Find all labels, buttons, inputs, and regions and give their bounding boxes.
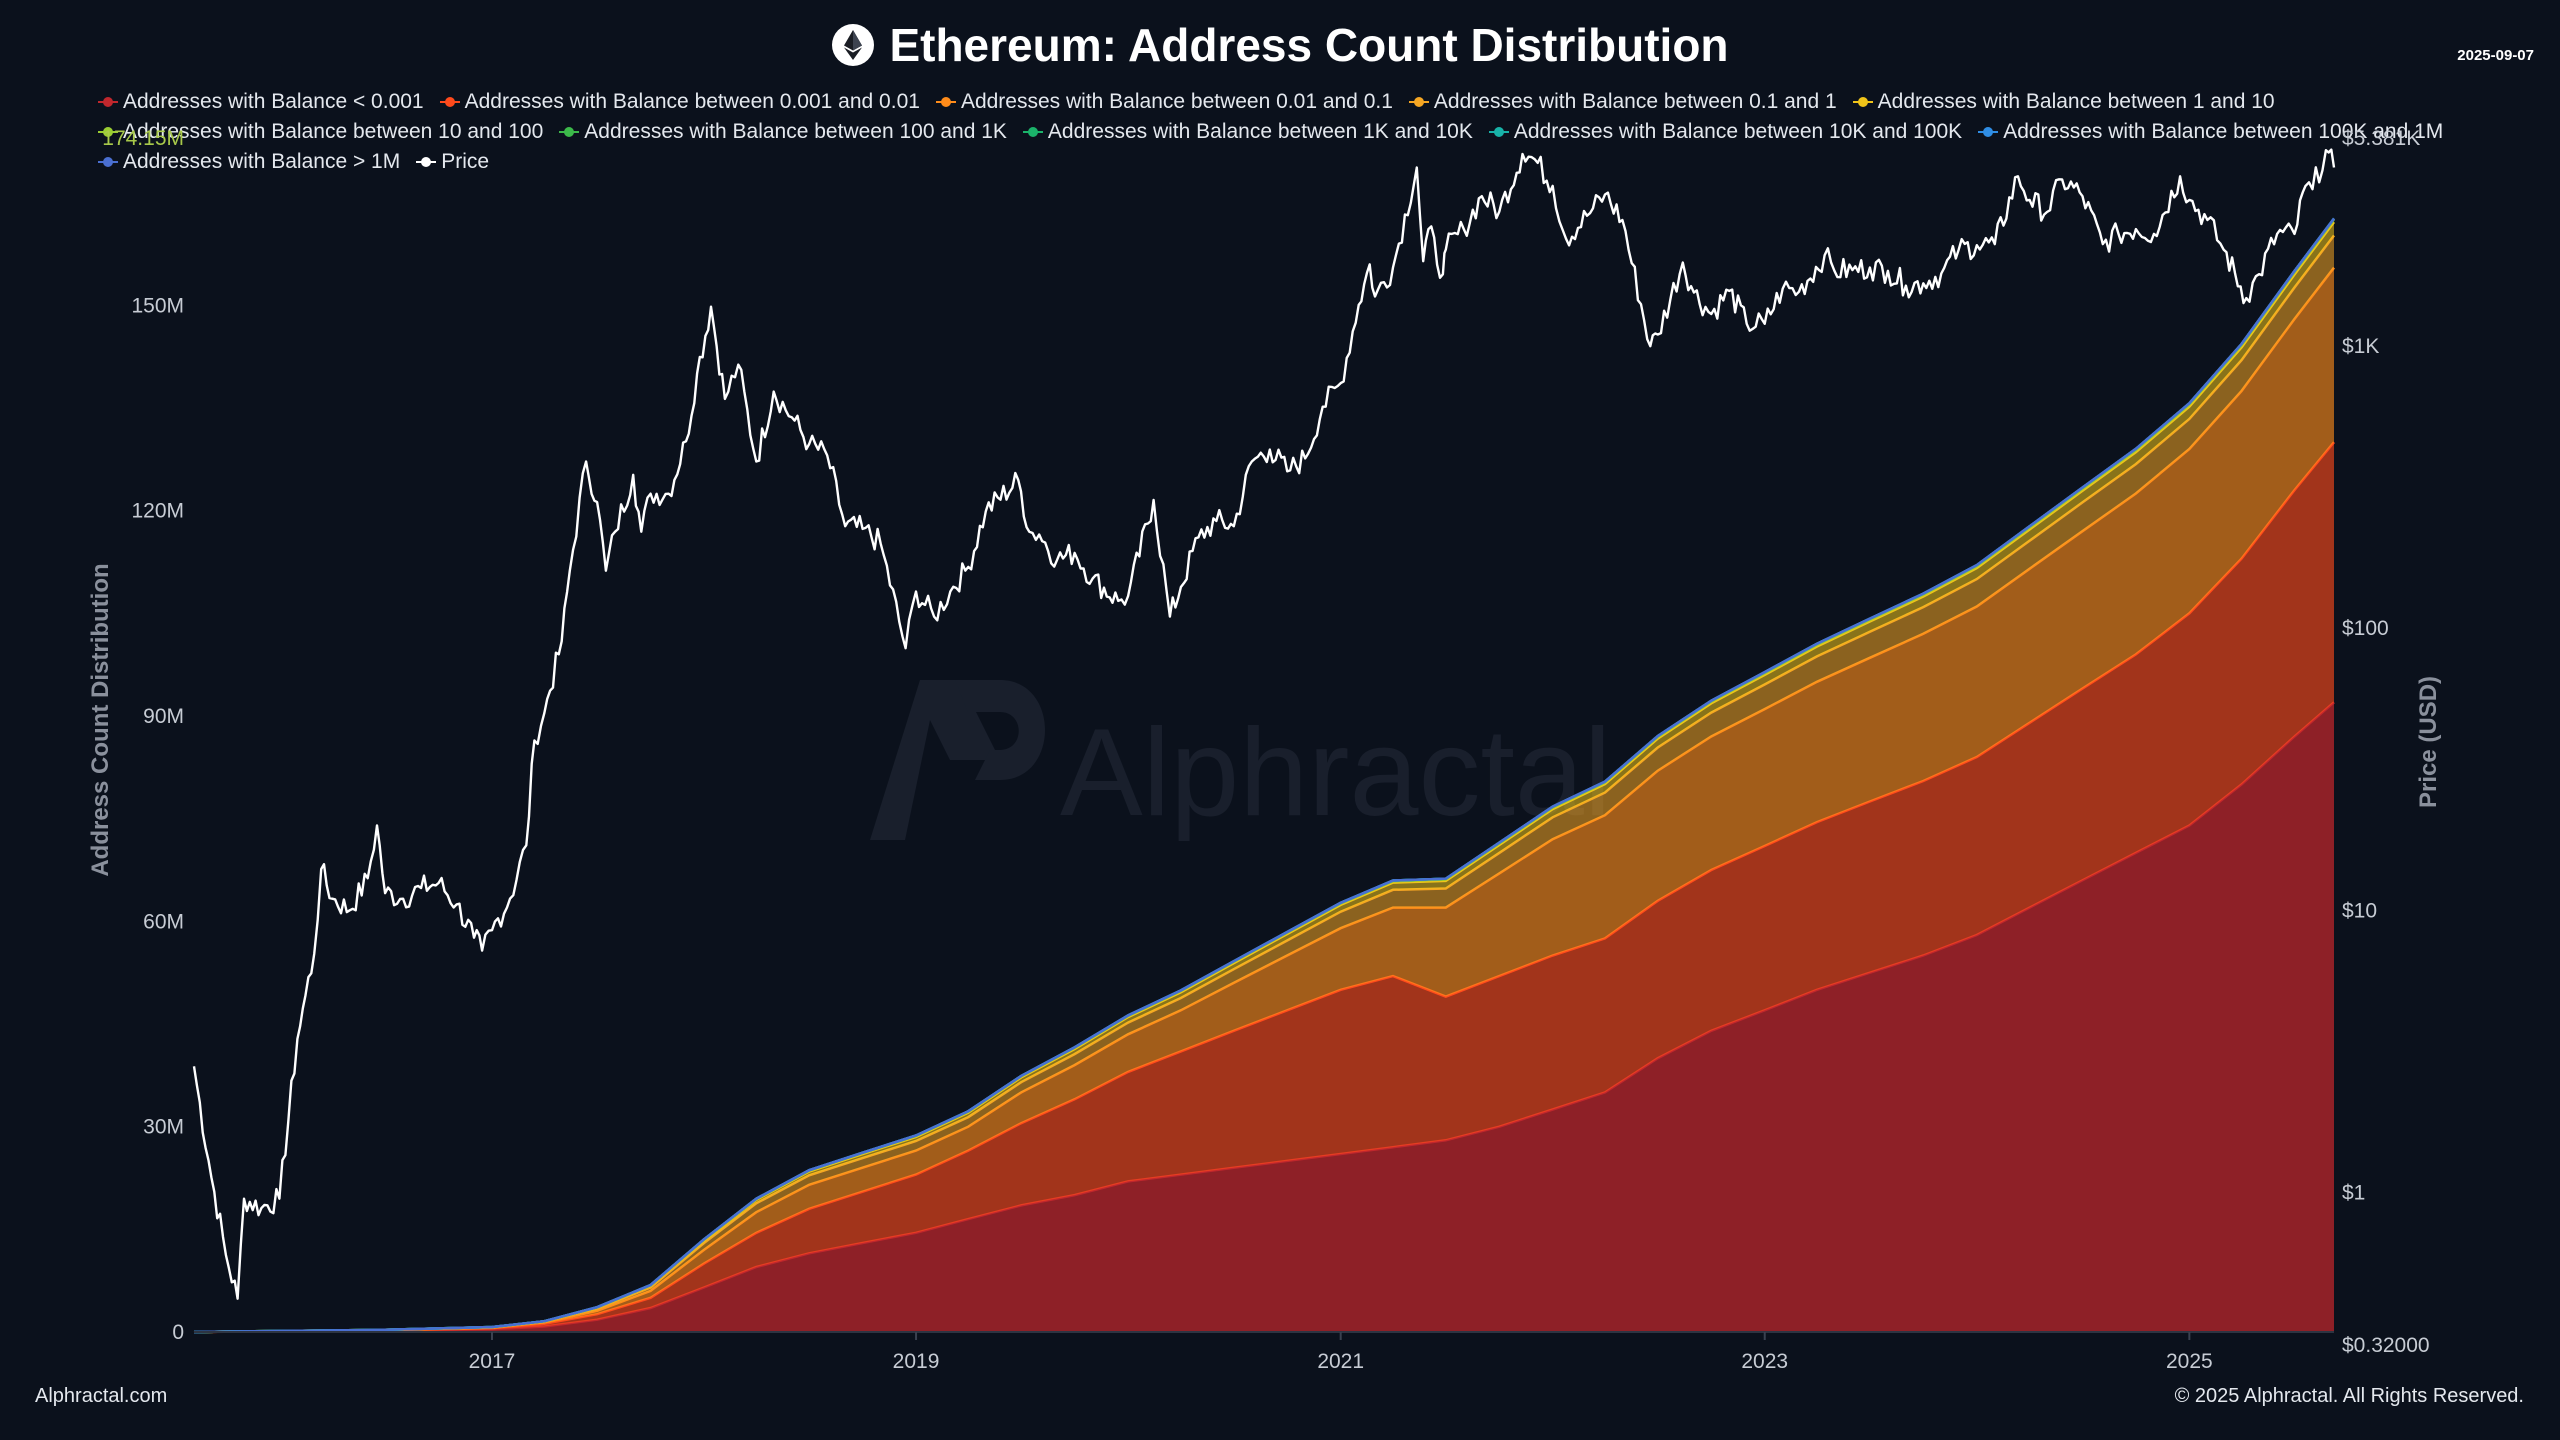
area-series-group — [193, 217, 2335, 1334]
legend-item[interactable]: Addresses with Balance between 1K and 10… — [1022, 120, 1473, 144]
legend-item[interactable]: Addresses with Balance between 100K and … — [1978, 120, 2443, 144]
watermark-text: Alphractal — [1060, 704, 1611, 842]
y2-max-label: $5.381K — [2342, 127, 2420, 150]
legend-item[interactable]: Addresses with Balance between 10 and 10… — [98, 120, 543, 144]
y-tick-label: 30M — [143, 1116, 184, 1139]
legend-label: Addresses with Balance between 0.01 and … — [960, 90, 1393, 113]
y2-tick-label: $1K — [2342, 335, 2379, 358]
legend-label: Addresses with Balance > 1M — [123, 150, 401, 173]
x-tick-label: 2019 — [893, 1350, 940, 1373]
legend-label: Addresses with Balance between 0.1 and 1 — [1433, 90, 1837, 113]
chart-title-bar: Ethereum: Address Count Distribution — [0, 18, 2560, 72]
legend-marker-icon — [559, 125, 580, 139]
legend-marker-icon — [935, 95, 956, 109]
legend-marker-icon — [1852, 95, 1873, 109]
x-tick-label: 2023 — [1741, 1350, 1788, 1373]
y-axis-left: 0 30M 60M 90M 120M 150M 174.15M — [102, 127, 184, 1344]
y2-min-label: $0.32000 — [2342, 1334, 2430, 1357]
legend-label: Addresses with Balance between 10K and 1… — [1513, 120, 1963, 143]
y-tick-label: 0 — [172, 1321, 184, 1344]
chart-legend: Addresses with Balance < 0.001 Addresses … — [98, 90, 2478, 174]
y2-tick-label: $1 — [2342, 1181, 2365, 1204]
y-tick-label: 60M — [143, 910, 184, 933]
y-axis-title: Address Count Distribution — [87, 563, 114, 876]
y2-tick-label: $10 — [2342, 899, 2377, 922]
area-series-1 — [194, 442, 2334, 1332]
x-tick-label: 2017 — [469, 1350, 516, 1373]
legend-label: Addresses with Balance between 100K and … — [2003, 120, 2444, 143]
legend-marker-icon — [1408, 95, 1429, 109]
legend-label: Addresses with Balance between 0.001 and… — [464, 90, 920, 113]
y-tick-label: 90M — [143, 705, 184, 728]
y2-axis-title: Price (USD) — [2415, 676, 2442, 808]
legend-item[interactable]: Price — [416, 150, 489, 174]
legend-marker-icon — [416, 155, 437, 169]
chart-title: Ethereum: Address Count Distribution — [889, 19, 1729, 71]
legend-label: Addresses with Balance between 1K and 10… — [1047, 120, 1473, 143]
legend-item[interactable]: Addresses with Balance between 0.001 and… — [439, 90, 920, 114]
legend-item[interactable]: Addresses with Balance < 0.001 — [98, 90, 424, 114]
date-stamp: 2025-09-07 — [2457, 47, 2534, 64]
legend-marker-icon — [1978, 125, 1999, 139]
y-tick-label: 120M — [131, 500, 184, 523]
legend-item[interactable]: Addresses with Balance between 0.1 and 1 — [1408, 90, 1837, 114]
watermark: Alphractal — [870, 680, 1611, 842]
legend-item[interactable]: Addresses with Balance > 1M — [98, 150, 400, 174]
watermark-logo-icon — [870, 680, 1045, 840]
legend-item[interactable]: Addresses with Balance between 0.01 and … — [935, 90, 1393, 114]
ethereum-logo-icon — [832, 24, 875, 66]
legend-marker-icon — [98, 95, 118, 109]
footer-site: Alphractal.com — [35, 1385, 168, 1407]
x-tick-label: 2021 — [1317, 1350, 1364, 1373]
legend-label: Price — [441, 150, 490, 173]
footer-copyright: © 2025 Alphractal. All Rights Reserved. — [2174, 1385, 2524, 1407]
y-tick-label: 150M — [131, 294, 184, 317]
legend-label: Addresses with Balance between 1 and 10 — [1877, 90, 2275, 113]
area-series-edge-10 — [193, 217, 2335, 1334]
y-axis-right: $1 $10 $100 $1K $5.381K $0.32000 — [2342, 127, 2430, 1357]
x-tick-label: 2025 — [2166, 1350, 2213, 1373]
legend-label: Addresses with Balance between 100 and 1… — [584, 120, 1007, 143]
price-line — [192, 148, 2336, 1300]
y-max-label: 174.15M — [102, 127, 184, 150]
area-series-0 — [194, 702, 2334, 1332]
price-series-group — [192, 148, 2336, 1300]
legend-marker-icon — [1488, 125, 1509, 139]
legend-item[interactable]: Addresses with Balance between 100 and 1… — [559, 120, 1007, 144]
legend-label: Addresses with Balance between 10 and 10… — [123, 120, 544, 143]
legend-marker-icon — [1022, 125, 1043, 139]
legend-item[interactable]: Addresses with Balance between 10K and 1… — [1488, 120, 1963, 144]
x-axis: 2017 2019 2021 2023 2025 — [194, 1331, 2334, 1373]
legend-marker-icon — [439, 95, 460, 109]
legend-marker-icon — [98, 155, 118, 169]
y2-tick-label: $100 — [2342, 617, 2389, 640]
legend-label: Addresses with Balance < 0.001 — [123, 90, 424, 113]
legend-marker-icon — [98, 125, 118, 139]
legend-item[interactable]: Addresses with Balance between 1 and 10 — [1852, 90, 2275, 114]
